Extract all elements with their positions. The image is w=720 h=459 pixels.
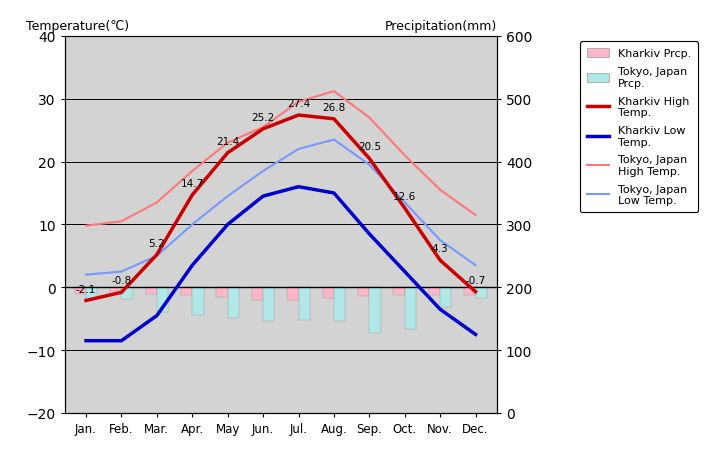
- Text: -2.1: -2.1: [76, 284, 96, 294]
- Bar: [216, 288, 228, 297]
- Kharkiv High
Temp.: [82, 298, 91, 303]
- Bar: [440, 288, 451, 308]
- Kharkiv Low
Temp.: [471, 332, 480, 337]
- Tokyo, Japan
Low Temp.: [117, 269, 126, 274]
- Kharkiv High
Temp.: [330, 117, 338, 122]
- Bar: [228, 288, 239, 318]
- Bar: [475, 288, 487, 298]
- Tokyo, Japan
High Temp.: [258, 125, 267, 130]
- Kharkiv High
Temp.: [365, 156, 374, 162]
- Tokyo, Japan
Low Temp.: [82, 272, 91, 278]
- Bar: [263, 288, 274, 321]
- Kharkiv High
Temp.: [471, 289, 480, 295]
- Bar: [86, 288, 97, 299]
- Kharkiv High
Temp.: [294, 113, 303, 118]
- Tokyo, Japan
Low Temp.: [400, 200, 409, 206]
- Kharkiv Low
Temp.: [188, 263, 197, 269]
- Kharkiv Low
Temp.: [223, 222, 232, 228]
- Text: 20.5: 20.5: [358, 142, 381, 152]
- Kharkiv High
Temp.: [223, 151, 232, 156]
- Bar: [464, 288, 475, 295]
- Tokyo, Japan
High Temp.: [188, 169, 197, 174]
- Tokyo, Japan
Low Temp.: [365, 162, 374, 168]
- Line: Kharkiv High
Temp.: Kharkiv High Temp.: [86, 116, 475, 301]
- Kharkiv High
Temp.: [153, 252, 161, 258]
- Legend: Kharkiv Prcp., Tokyo, Japan
Prcp., Kharkiv High
Temp., Kharkiv Low
Temp., Tokyo,: Kharkiv Prcp., Tokyo, Japan Prcp., Khark…: [580, 42, 698, 213]
- Text: Precipitation(mm): Precipitation(mm): [384, 20, 497, 33]
- Text: 25.2: 25.2: [251, 112, 275, 123]
- Tokyo, Japan
Low Temp.: [330, 137, 338, 143]
- Kharkiv High
Temp.: [188, 193, 197, 198]
- Line: Kharkiv Low
Temp.: Kharkiv Low Temp.: [86, 187, 475, 341]
- Tokyo, Japan
Low Temp.: [153, 253, 161, 259]
- Kharkiv Low
Temp.: [82, 338, 91, 344]
- Text: 27.4: 27.4: [287, 99, 310, 109]
- Bar: [358, 288, 369, 296]
- Text: 4.3: 4.3: [432, 244, 449, 254]
- Text: -0.7: -0.7: [465, 275, 486, 285]
- Text: 12.6: 12.6: [393, 192, 416, 202]
- Tokyo, Japan
High Temp.: [400, 153, 409, 159]
- Kharkiv High
Temp.: [258, 127, 267, 132]
- Tokyo, Japan
High Temp.: [294, 100, 303, 105]
- Bar: [287, 288, 299, 300]
- Tokyo, Japan
Low Temp.: [223, 194, 232, 199]
- Kharkiv High
Temp.: [436, 258, 444, 263]
- Bar: [192, 288, 204, 315]
- Text: 5.2: 5.2: [148, 238, 165, 248]
- Tokyo, Japan
Low Temp.: [188, 222, 197, 228]
- Text: 26.8: 26.8: [323, 103, 346, 112]
- Kharkiv Low
Temp.: [400, 269, 409, 274]
- Tokyo, Japan
High Temp.: [471, 213, 480, 218]
- Text: 21.4: 21.4: [216, 136, 239, 146]
- Kharkiv Low
Temp.: [258, 194, 267, 199]
- Bar: [405, 288, 416, 330]
- Bar: [393, 288, 405, 295]
- Text: -0.8: -0.8: [112, 276, 132, 286]
- Tokyo, Japan
High Temp.: [330, 89, 338, 95]
- Tokyo, Japan
High Temp.: [117, 219, 126, 224]
- Tokyo, Japan
High Temp.: [223, 140, 232, 146]
- Bar: [75, 288, 86, 295]
- Tokyo, Japan
Low Temp.: [294, 147, 303, 152]
- Bar: [110, 288, 122, 294]
- Bar: [323, 288, 334, 298]
- Kharkiv Low
Temp.: [294, 185, 303, 190]
- Tokyo, Japan
High Temp.: [436, 188, 444, 193]
- Tokyo, Japan
High Temp.: [153, 200, 161, 206]
- Bar: [122, 288, 132, 299]
- Text: 14.7: 14.7: [181, 179, 204, 189]
- Kharkiv Low
Temp.: [436, 307, 444, 312]
- Bar: [157, 288, 168, 313]
- Kharkiv Low
Temp.: [153, 313, 161, 319]
- Bar: [252, 288, 263, 300]
- Line: Tokyo, Japan
Low Temp.: Tokyo, Japan Low Temp.: [86, 140, 475, 275]
- Tokyo, Japan
Low Temp.: [471, 263, 480, 269]
- Bar: [181, 288, 192, 295]
- Tokyo, Japan
Low Temp.: [258, 169, 267, 174]
- Line: Tokyo, Japan
High Temp.: Tokyo, Japan High Temp.: [86, 92, 475, 226]
- Tokyo, Japan
High Temp.: [82, 224, 91, 229]
- Tokyo, Japan
Low Temp.: [436, 238, 444, 243]
- Kharkiv High
Temp.: [117, 290, 126, 296]
- Bar: [334, 288, 346, 321]
- Bar: [369, 288, 381, 334]
- Kharkiv Low
Temp.: [117, 338, 126, 344]
- Text: Temperature(℃): Temperature(℃): [26, 20, 129, 33]
- Kharkiv High
Temp.: [400, 206, 409, 211]
- Bar: [429, 288, 440, 296]
- Tokyo, Japan
High Temp.: [365, 116, 374, 121]
- Bar: [145, 288, 157, 294]
- Kharkiv Low
Temp.: [365, 231, 374, 237]
- Kharkiv Low
Temp.: [330, 191, 338, 196]
- Bar: [299, 288, 310, 320]
